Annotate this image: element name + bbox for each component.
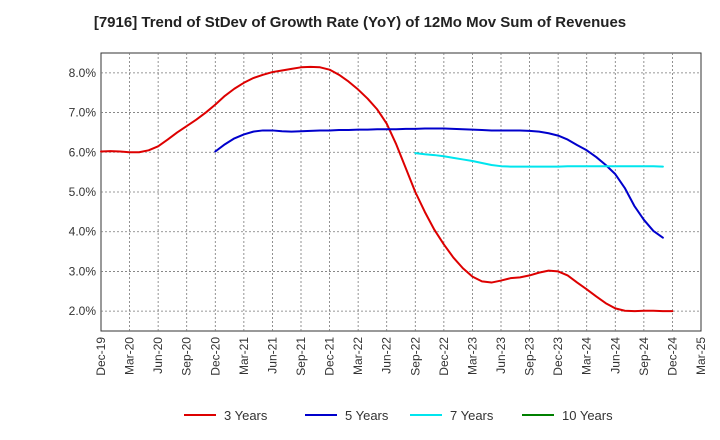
x-tick-label: Mar-24 bbox=[580, 337, 594, 375]
legend-label: 5 Years bbox=[345, 408, 389, 423]
x-tick-label: Jun-23 bbox=[494, 337, 508, 374]
series-lines bbox=[100, 65, 674, 313]
x-tick-label: Sep-23 bbox=[523, 337, 537, 376]
legend-label: 3 Years bbox=[224, 408, 268, 423]
x-tick-label: Dec-23 bbox=[551, 337, 565, 376]
y-tick-label: 8.0% bbox=[69, 66, 97, 80]
legend: 3 Years 5 Years 7 Years 10 Years bbox=[184, 408, 613, 423]
legend-label: 7 Years bbox=[450, 408, 494, 423]
y-tick-label: 6.0% bbox=[69, 145, 97, 159]
chart-title: [7916] Trend of StDev of Growth Rate (Yo… bbox=[93, 14, 627, 31]
x-tick-label: Mar-20 bbox=[123, 337, 137, 375]
y-tick-label: 5.0% bbox=[69, 185, 97, 199]
x-tick-label: Sep-21 bbox=[294, 337, 308, 376]
series-line-3-years bbox=[100, 65, 674, 313]
x-tick-label: Dec-21 bbox=[323, 337, 337, 376]
y-tick-label: 3.0% bbox=[69, 264, 97, 278]
x-tick-label: Sep-24 bbox=[637, 337, 651, 376]
x-tick-label: Dec-20 bbox=[208, 337, 222, 376]
x-tick-label: Jun-24 bbox=[608, 337, 622, 374]
x-tick-label: Sep-20 bbox=[180, 337, 194, 376]
x-tick-label: Sep-22 bbox=[408, 337, 422, 376]
series-line-5-years bbox=[214, 127, 664, 239]
y-gridlines bbox=[101, 72, 701, 312]
x-tick-label: Jun-22 bbox=[380, 337, 394, 374]
x-tick-label: Mar-23 bbox=[465, 337, 479, 375]
x-tick-label: Jun-21 bbox=[265, 337, 279, 374]
legend-label: 10 Years bbox=[562, 408, 613, 423]
x-tick-label: Dec-22 bbox=[437, 337, 451, 376]
x-tick-label: Dec-19 bbox=[94, 337, 108, 376]
y-tick-labels: 2.0% 3.0% 4.0% 5.0% 6.0% 7.0% 8.0% bbox=[69, 66, 97, 318]
x-tick-label: Mar-21 bbox=[237, 337, 251, 375]
y-tick-label: 7.0% bbox=[69, 106, 97, 120]
x-tick-label: Mar-22 bbox=[351, 337, 365, 375]
y-tick-label: 4.0% bbox=[69, 225, 97, 239]
series-line-7-years bbox=[414, 152, 664, 168]
y-tick-label: 2.0% bbox=[69, 304, 97, 318]
x-tick-label: Dec-24 bbox=[665, 337, 679, 376]
x-tick-label: Jun-20 bbox=[151, 337, 165, 374]
x-tick-labels: Dec-19 Mar-20 Jun-20 Sep-20 Dec-20 Mar-21 Jun-… bbox=[94, 337, 708, 376]
x-tick-label: Mar-25 bbox=[694, 337, 708, 375]
